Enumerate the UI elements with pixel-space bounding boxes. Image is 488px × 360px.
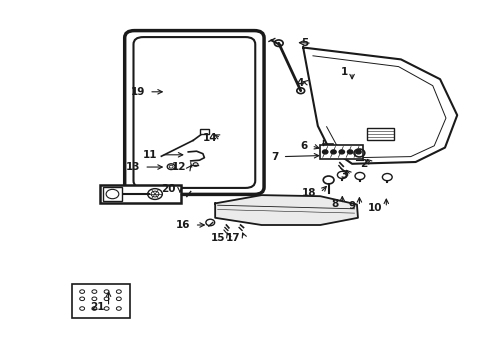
Text: 7: 7 xyxy=(271,152,278,162)
Circle shape xyxy=(322,150,327,154)
Text: 17: 17 xyxy=(225,233,240,243)
Bar xyxy=(72,284,130,318)
Text: 10: 10 xyxy=(367,203,382,213)
Bar xyxy=(103,187,122,201)
Circle shape xyxy=(330,150,336,154)
Bar xyxy=(366,128,393,140)
Text: 8: 8 xyxy=(330,199,338,210)
Text: 11: 11 xyxy=(142,150,157,160)
Text: 20: 20 xyxy=(161,184,176,194)
Text: 9: 9 xyxy=(347,201,355,211)
Text: 16: 16 xyxy=(176,220,190,230)
Text: 15: 15 xyxy=(210,233,224,243)
Circle shape xyxy=(346,150,352,154)
Text: 6: 6 xyxy=(300,141,307,151)
Text: 13: 13 xyxy=(125,162,140,172)
Circle shape xyxy=(355,150,360,154)
Polygon shape xyxy=(215,195,357,225)
Text: 12: 12 xyxy=(171,162,185,172)
Text: 21: 21 xyxy=(90,302,104,312)
Text: 2: 2 xyxy=(360,159,367,169)
Text: 5: 5 xyxy=(300,38,307,48)
Text: 18: 18 xyxy=(301,188,316,198)
Text: 4: 4 xyxy=(296,78,304,88)
Text: 14: 14 xyxy=(202,133,217,143)
Bar xyxy=(199,129,209,134)
Bar xyxy=(320,145,363,159)
Text: 3: 3 xyxy=(339,170,346,180)
Circle shape xyxy=(339,150,344,154)
Bar xyxy=(100,185,181,203)
Text: 1: 1 xyxy=(340,67,347,77)
Text: 19: 19 xyxy=(131,87,145,97)
